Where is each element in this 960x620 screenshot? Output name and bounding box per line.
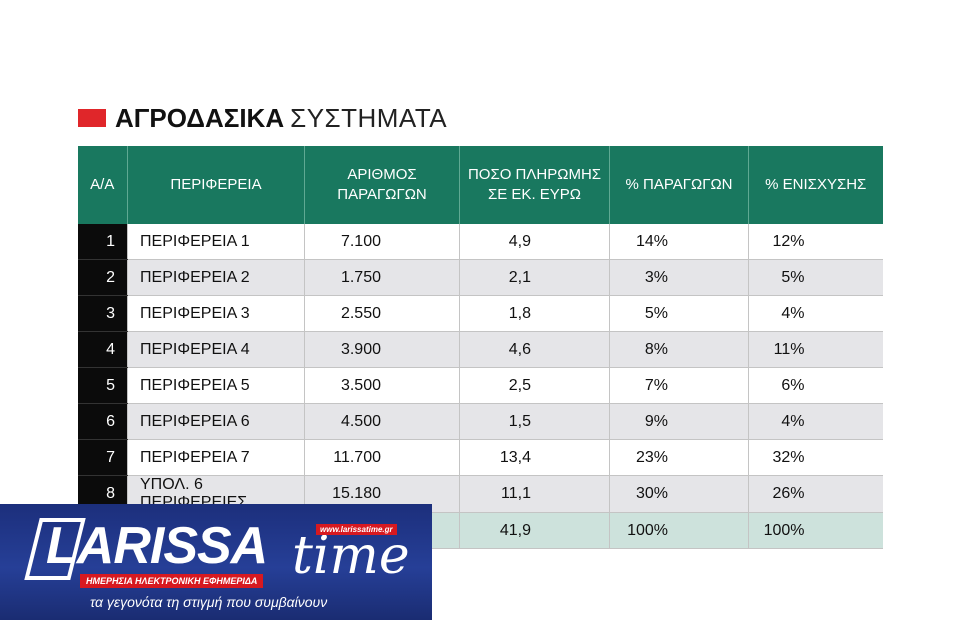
- row-pct-support: 4%: [748, 403, 883, 440]
- row-pct-producers: 5%: [609, 295, 749, 332]
- row-producers: 11.700: [304, 439, 460, 476]
- row-pct-support: 32%: [748, 439, 883, 476]
- logo-word-time: time: [292, 526, 410, 586]
- row-region: ΠΕΡΙΦΕΡΕΙΑ 3: [127, 295, 305, 332]
- row-pct-producers: 9%: [609, 403, 749, 440]
- larissatime-logo: LARISSA time www.larissatime.gr ΗΜΕΡΗΣΙΑ…: [0, 504, 432, 620]
- header-producers: ΑΡΙΘΜΟΣ ΠΑΡΑΓΩΓΩΝ: [304, 146, 460, 224]
- table-title: ΑΓΡΟΔΑΣΙΚΑ ΣΥΣΤΗΜΑΤΑ: [78, 100, 447, 136]
- row-amount: 4,9: [459, 224, 610, 260]
- row-producers: 3.500: [304, 367, 460, 404]
- row-index: 4: [77, 331, 128, 368]
- table-row: 3 ΠΕΡΙΦΕΡΕΙΑ 3 2.550 1,8 5% 4%: [77, 295, 883, 332]
- logo-url: www.larissatime.gr: [316, 524, 397, 535]
- row-region: ΠΕΡΙΦΕΡΕΙΑ 1: [127, 224, 305, 260]
- header-region: ΠΕΡΙΦΕΡΕΙΑ: [127, 146, 305, 224]
- data-table: Α/Α ΠΕΡΙΦΕΡΕΙΑ ΑΡΙΘΜΟΣ ΠΑΡΑΓΩΓΩΝ ΠΟΣΟ ΠΛ…: [77, 146, 883, 549]
- row-producers: 7.100: [304, 224, 460, 260]
- row-producers: 3.900: [304, 331, 460, 368]
- row-amount: 4,6: [459, 331, 610, 368]
- title-light: ΣΥΣΤΗΜΑΤΑ: [290, 102, 448, 133]
- row-region: ΠΕΡΙΦΕΡΕΙΑ 7: [127, 439, 305, 476]
- row-region: ΠΕΡΙΦΕΡΕΙΑ 2: [127, 259, 305, 296]
- row-pct-support: 6%: [748, 367, 883, 404]
- row-pct-producers: 7%: [609, 367, 749, 404]
- row-index: 7: [77, 439, 128, 476]
- row-region: ΠΕΡΙΦΕΡΕΙΑ 4: [127, 331, 305, 368]
- table-row: 2 ΠΕΡΙΦΕΡΕΙΑ 2 1.750 2,1 3% 5%: [77, 259, 883, 296]
- total-pct-producers: 100%: [609, 512, 749, 549]
- header-index: Α/Α: [77, 146, 128, 224]
- row-pct-support: 26%: [748, 475, 883, 513]
- row-amount: 1,8: [459, 295, 610, 332]
- table-row: 5 ΠΕΡΙΦΕΡΕΙΑ 5 3.500 2,5 7% 6%: [77, 367, 883, 404]
- row-pct-producers: 14%: [609, 224, 749, 260]
- row-index: 2: [77, 259, 128, 296]
- row-pct-producers: 8%: [609, 331, 749, 368]
- row-region: ΠΕΡΙΦΕΡΕΙΑ 5: [127, 367, 305, 404]
- logo-word: LARISSA: [46, 517, 268, 575]
- row-amount: 1,5: [459, 403, 610, 440]
- row-index: 1: [77, 224, 128, 260]
- table-row: 6 ΠΕΡΙΦΕΡΕΙΑ 6 4.500 1,5 9% 4%: [77, 403, 883, 440]
- row-producers: 4.500: [304, 403, 460, 440]
- row-region: ΠΕΡΙΦΕΡΕΙΑ 6: [127, 403, 305, 440]
- table-header-row: Α/Α ΠΕΡΙΦΕΡΕΙΑ ΑΡΙΘΜΟΣ ΠΑΡΑΓΩΓΩΝ ΠΟΣΟ ΠΛ…: [77, 146, 883, 224]
- row-pct-support: 5%: [748, 259, 883, 296]
- table-row: 1 ΠΕΡΙΦΕΡΕΙΑ 1 7.100 4,9 14% 12%: [77, 224, 883, 260]
- row-pct-producers: 23%: [609, 439, 749, 476]
- header-amount: ΠΟΣΟ ΠΛΗΡΩΜΗΣ ΣΕ ΕΚ. ΕΥΡΩ: [459, 146, 610, 224]
- logo-tagline: ΗΜΕΡΗΣΙΑ ΗΛΕΚΤΡΟΝΙΚΗ ΕΦΗΜΕΡΙΔΑ: [80, 574, 264, 588]
- row-pct-support: 11%: [748, 331, 883, 368]
- total-pct-support: 100%: [748, 512, 883, 549]
- row-amount: 11,1: [459, 475, 610, 513]
- row-producers: 1.750: [304, 259, 460, 296]
- row-amount: 13,4: [459, 439, 610, 476]
- row-pct-support: 4%: [748, 295, 883, 332]
- header-pct-support: % ΕΝΙΣΧΥΣΗΣ: [748, 146, 883, 224]
- title-bold: ΑΓΡΟΔΑΣΙΚΑ: [115, 102, 285, 133]
- row-pct-producers: 3%: [609, 259, 749, 296]
- table-row: 7 ΠΕΡΙΦΕΡΕΙΑ 7 11.700 13,4 23% 32%: [77, 439, 883, 476]
- row-index: 6: [77, 403, 128, 440]
- table-row: 4 ΠΕΡΙΦΕΡΕΙΑ 4 3.900 4,6 8% 11%: [77, 331, 883, 368]
- logo-slogan: τα γεγονότα τη στιγμή που συμβαίνουν: [90, 594, 328, 610]
- row-index: 5: [77, 367, 128, 404]
- total-amount: 41,9: [459, 512, 610, 549]
- header-pct-producers: % ΠΑΡΑΓΩΓΩΝ: [609, 146, 749, 224]
- row-pct-producers: 30%: [609, 475, 749, 513]
- row-index: 3: [77, 295, 128, 332]
- row-producers: 2.550: [304, 295, 460, 332]
- title-marker: [78, 109, 106, 127]
- row-amount: 2,5: [459, 367, 610, 404]
- row-pct-support: 12%: [748, 224, 883, 260]
- row-amount: 2,1: [459, 259, 610, 296]
